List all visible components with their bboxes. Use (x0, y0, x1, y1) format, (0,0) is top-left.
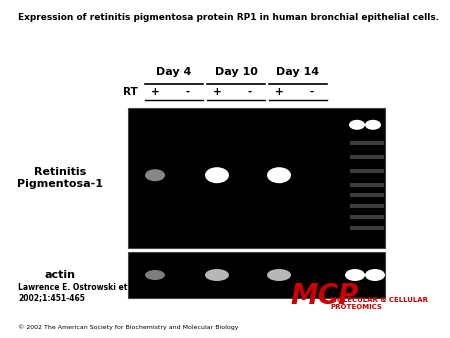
Bar (350, 169, 384, 173)
Bar (350, 193, 384, 197)
Text: Expression of retinitis pigmentosa protein RP1 in human bronchial epithelial cel: Expression of retinitis pigmentosa prote… (18, 13, 439, 22)
Ellipse shape (145, 270, 165, 280)
Ellipse shape (345, 269, 365, 281)
Bar (128, 108, 385, 248)
Ellipse shape (205, 167, 229, 183)
Text: Day 10: Day 10 (215, 67, 257, 77)
Text: MCP: MCP (290, 282, 358, 310)
Ellipse shape (267, 269, 291, 281)
Text: -: - (186, 87, 190, 97)
Text: Lawrence E. Ostrowski et al. Mol Cell Proteomics
2002;1:451-465: Lawrence E. Ostrowski et al. Mol Cell Pr… (18, 283, 229, 302)
Text: MOLECULAR & CELLULAR
PROTEOMICS: MOLECULAR & CELLULAR PROTEOMICS (330, 297, 428, 310)
Text: -: - (248, 87, 252, 97)
Text: RT: RT (123, 87, 138, 97)
Text: +: + (212, 87, 221, 97)
Text: +: + (151, 87, 159, 97)
Text: Day 4: Day 4 (156, 67, 192, 77)
Ellipse shape (205, 269, 229, 281)
Text: Retinitis
Pigmentosa-1: Retinitis Pigmentosa-1 (17, 167, 103, 189)
Bar (350, 183, 384, 187)
Bar (350, 204, 384, 208)
Text: +: + (274, 87, 284, 97)
Bar (128, 252, 385, 298)
Text: -: - (310, 87, 314, 97)
Text: © 2002 The American Society for Biochemistry and Molecular Biology: © 2002 The American Society for Biochemi… (18, 324, 239, 330)
Ellipse shape (365, 120, 381, 130)
Ellipse shape (365, 269, 385, 281)
Bar (350, 215, 384, 219)
Text: actin: actin (45, 270, 76, 280)
Ellipse shape (267, 167, 291, 183)
Ellipse shape (349, 120, 365, 130)
Bar (350, 226, 384, 231)
Text: Day 14: Day 14 (276, 67, 320, 77)
Bar (350, 155, 384, 159)
Ellipse shape (145, 169, 165, 181)
Bar (350, 141, 384, 145)
